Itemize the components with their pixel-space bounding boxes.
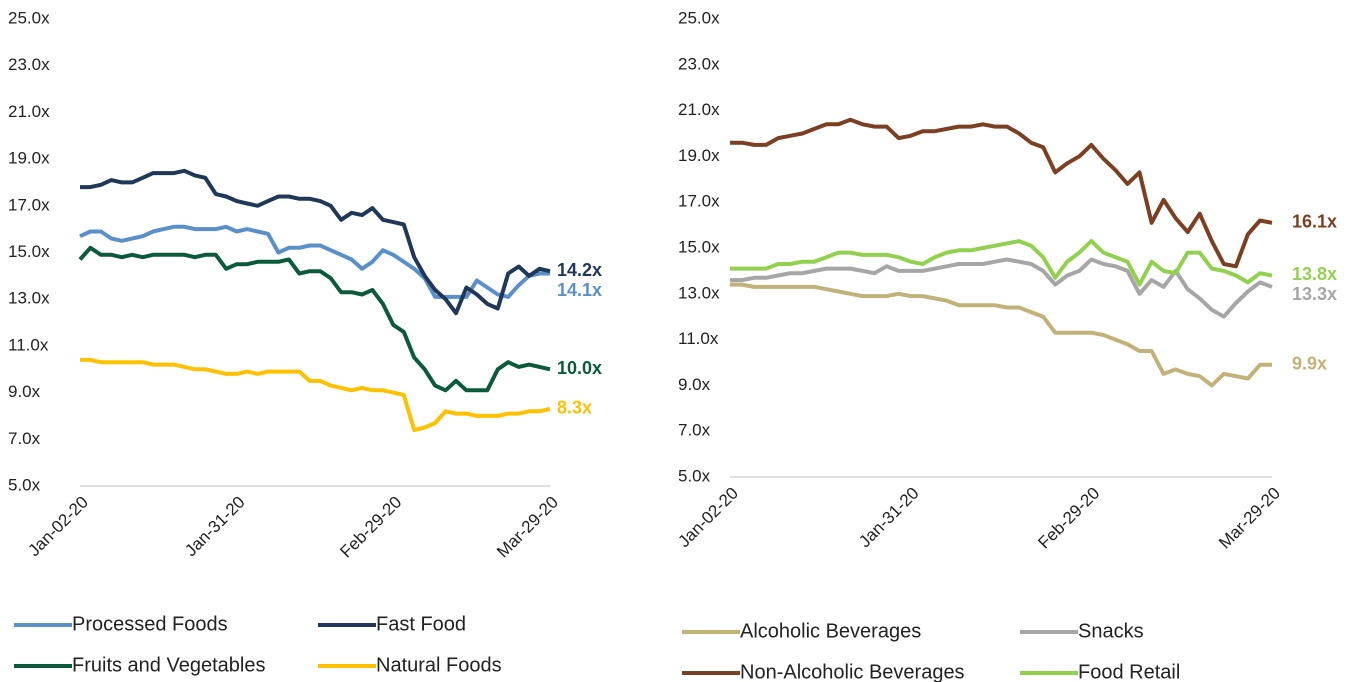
legend-label: Fruits and Vegetables: [72, 654, 265, 676]
y-tick-label: 17.0x: [8, 195, 50, 214]
y-tick-label: 17.0x: [678, 192, 720, 211]
y-tick-label: 19.0x: [8, 149, 50, 168]
y-tick-label: 9.0x: [8, 382, 41, 401]
y-tick-label: 23.0x: [678, 54, 720, 73]
x-tick-label: Jan-31-20: [181, 493, 249, 561]
y-tick-label: 25.0x: [8, 8, 50, 27]
legend-label: Snacks: [1078, 620, 1144, 642]
y-tick-label: 21.0x: [678, 100, 720, 119]
series-line: [730, 117, 1273, 269]
x-tick-label: Jan-02-20: [24, 493, 92, 561]
y-tick-label: 19.0x: [678, 146, 720, 165]
y-tick-label: 15.0x: [8, 242, 50, 261]
series-line: [730, 257, 1273, 319]
x-tick-label: Feb-29-20: [336, 493, 405, 562]
legend-label: Fast Food: [376, 613, 466, 635]
y-tick-label: 9.0x: [678, 375, 711, 394]
series-line: [80, 168, 551, 316]
end-label: 16.1x: [1292, 212, 1337, 232]
end-label: 10.0x: [557, 358, 602, 378]
y-tick-label: 13.0x: [678, 283, 720, 302]
y-tick-label: 25.0x: [678, 8, 720, 27]
legend-label: Processed Foods: [72, 613, 228, 635]
series-line: [79, 224, 550, 299]
end-label: 13.8x: [1292, 264, 1337, 284]
y-tick-label: 15.0x: [678, 237, 720, 256]
x-tick-label: Mar-29-20: [493, 493, 562, 562]
end-label: 14.2x: [557, 260, 602, 280]
x-tick-label: Mar-29-20: [1215, 484, 1284, 553]
y-tick-label: 7.0x: [678, 421, 711, 440]
legend-label: Alcoholic Beverages: [740, 620, 921, 642]
y-tick-label: 7.0x: [8, 429, 41, 448]
series-line: [730, 282, 1272, 388]
y-tick-label: 11.0x: [8, 335, 49, 354]
x-tick-label: Feb-29-20: [1034, 484, 1103, 553]
series-line: [78, 245, 551, 393]
end-label: 14.1x: [557, 280, 602, 300]
y-tick-label: 23.0x: [8, 55, 50, 74]
y-tick-label: 13.0x: [8, 289, 50, 308]
legend-label: Natural Foods: [376, 654, 502, 676]
y-tick-label: 11.0x: [678, 329, 719, 348]
end-label: 13.3x: [1292, 284, 1337, 304]
legend-label: Food Retail: [1078, 661, 1180, 682]
y-tick-label: 5.0x: [8, 475, 41, 494]
x-tick-label: Jan-02-20: [674, 484, 742, 552]
end-label: 9.9x: [1292, 354, 1327, 374]
end-label: 8.3x: [557, 398, 592, 418]
legend-label: Non-Alcoholic Beverages: [740, 661, 965, 682]
series-line: [80, 357, 551, 432]
y-tick-label: 5.0x: [678, 466, 711, 485]
y-tick-label: 21.0x: [8, 102, 50, 121]
series-line: [730, 239, 1273, 287]
x-tick-label: Jan-31-20: [855, 484, 923, 552]
